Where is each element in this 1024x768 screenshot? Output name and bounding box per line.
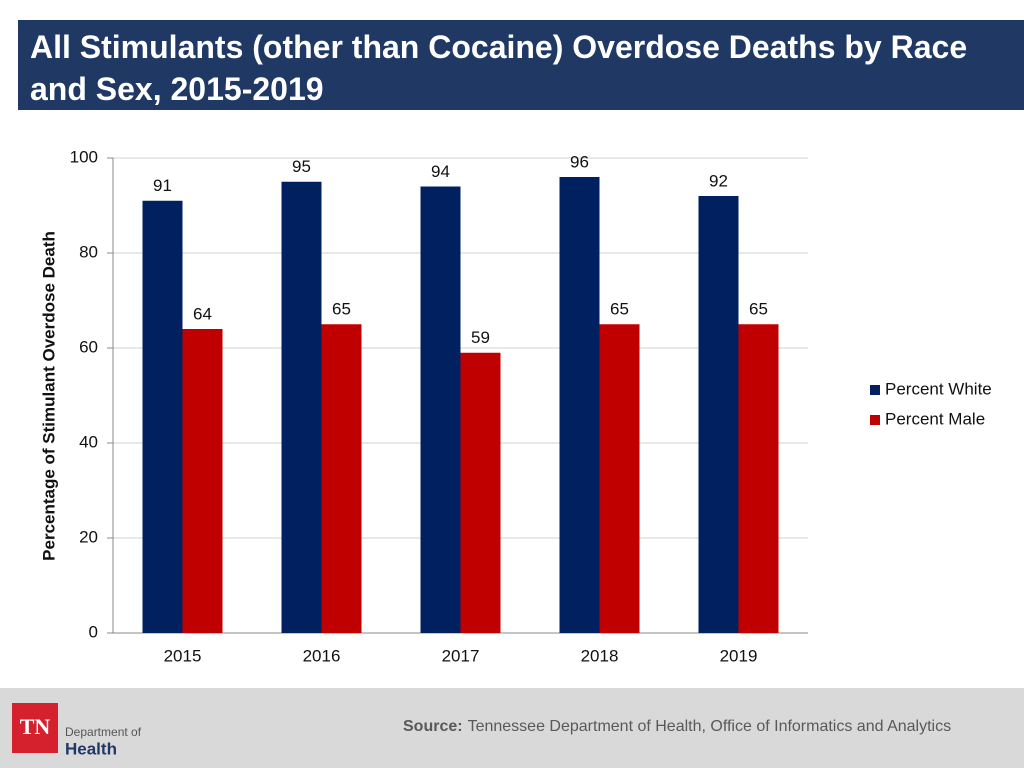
y-tick-label: 100	[70, 147, 98, 166]
bar	[738, 324, 779, 633]
data-label: 65	[749, 300, 768, 319]
y-tick-label: 80	[79, 242, 98, 261]
source: Source: Tennessee Department of Health, O…	[403, 718, 951, 735]
x-tick-label: 2017	[442, 646, 480, 665]
bar	[420, 186, 461, 633]
logo-line1: Department of	[65, 725, 142, 739]
data-label: 96	[570, 152, 589, 171]
source-label: Source:	[403, 718, 463, 735]
title-bar	[18, 20, 1024, 110]
bar	[559, 177, 600, 633]
data-label: 91	[153, 176, 172, 195]
data-label: 59	[471, 328, 490, 347]
logo-mark-bg	[12, 703, 58, 753]
logo-line2: Health	[65, 739, 117, 758]
bar	[281, 181, 322, 633]
source-text: Tennessee Department of Health, Office o…	[468, 718, 952, 735]
data-label: 65	[610, 300, 629, 319]
x-tick-label: 2019	[720, 646, 758, 665]
bar	[182, 329, 223, 633]
data-label: 92	[709, 171, 728, 190]
bar	[142, 200, 183, 633]
x-tick-label: 2016	[303, 646, 341, 665]
x-tick-label: 2015	[164, 646, 202, 665]
title: All Stimulants (other than Cocaine) Over…	[30, 29, 968, 107]
legend-label: Percent Male	[885, 409, 985, 428]
bar	[321, 324, 362, 633]
data-label: 94	[431, 162, 450, 181]
y-tick-label: 20	[79, 527, 98, 546]
legend-swatch	[870, 415, 880, 425]
legend-label: Percent White	[885, 379, 992, 398]
data-label: 64	[193, 304, 212, 323]
footer-bar	[0, 688, 1024, 768]
y-tick-label: 0	[89, 622, 98, 641]
y-tick-label: 60	[79, 337, 98, 356]
bar	[460, 352, 501, 633]
data-label: 65	[332, 300, 351, 319]
legend-swatch	[870, 385, 880, 395]
logo-mark: TN	[20, 714, 51, 739]
bar	[698, 196, 739, 633]
y-tick-label: 40	[79, 432, 98, 451]
y-axis-label: Percentage of Stimulant Overdose Death	[39, 231, 58, 561]
x-tick-label: 2018	[581, 646, 619, 665]
bar	[599, 324, 640, 633]
data-label: 95	[292, 157, 311, 176]
